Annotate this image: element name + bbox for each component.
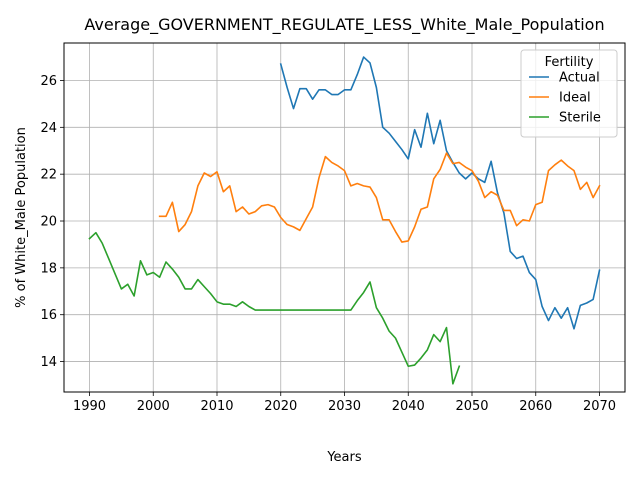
y-tick-label: 26	[40, 74, 57, 89]
x-tick-label: 1990	[73, 399, 106, 414]
y-tick-label: 24	[40, 121, 57, 136]
legend-box	[520, 49, 618, 138]
x-tick-label: 2050	[455, 399, 488, 414]
y-tick-label: 14	[40, 355, 57, 370]
series-line-sterile	[88, 231, 461, 385]
series-lines	[88, 56, 601, 385]
legend-title: Fertility	[545, 55, 594, 70]
x-tick-label: 2000	[137, 399, 170, 414]
x-tick-label: 2010	[200, 399, 233, 414]
x-tick-label: 2030	[328, 399, 361, 414]
y-axis-title: % of White_Male Population	[14, 127, 29, 308]
y-tick-label: 18	[40, 261, 57, 276]
y-tick-label: 16	[40, 308, 57, 323]
y-tick-label: 20	[40, 215, 57, 230]
legend-label-ideal: Ideal	[559, 91, 591, 106]
series-line-actual	[279, 56, 601, 330]
legend: Fertility Actual Ideal Sterile	[520, 49, 618, 138]
legend-label-actual: Actual	[559, 71, 600, 86]
chart-title: Average_GOVERNMENT_REGULATE_LESS_White_M…	[84, 15, 604, 35]
series-line-ideal	[158, 152, 601, 243]
y-tick-label: 22	[40, 168, 57, 183]
x-tick-label: 2070	[583, 399, 616, 414]
axis-ticks: 1990 2000 2010 2020 2030 2040 2050 2060 2070 14 16…	[40, 74, 616, 414]
x-tick-label: 2060	[519, 399, 552, 414]
x-tick-label: 2020	[264, 399, 297, 414]
legend-items: Actual Ideal Sterile	[529, 71, 601, 126]
x-axis-title: Years	[326, 450, 362, 465]
legend-label-sterile: Sterile	[559, 111, 601, 126]
x-tick-label: 2040	[392, 399, 425, 414]
